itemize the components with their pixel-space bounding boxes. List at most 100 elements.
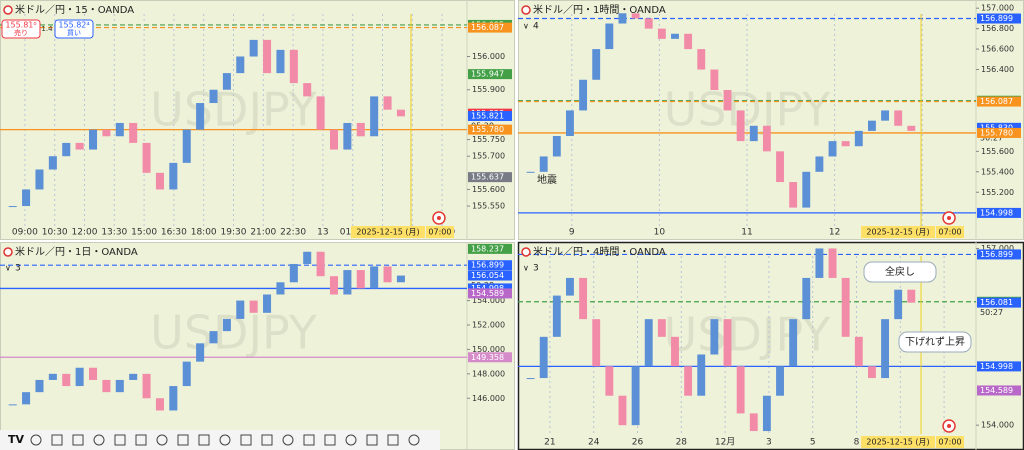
tool-icon[interactable] bbox=[366, 434, 378, 446]
price-label: 155.637 bbox=[471, 173, 504, 182]
y-tick-label: 155.550 bbox=[472, 202, 505, 211]
candle bbox=[209, 89, 218, 104]
candle bbox=[169, 386, 178, 411]
tool-icon[interactable] bbox=[387, 434, 399, 446]
price-label-bg bbox=[977, 361, 1021, 372]
x-tick-label: 13:30 bbox=[101, 228, 127, 238]
tool-icon[interactable] bbox=[93, 434, 105, 446]
candle bbox=[8, 404, 17, 406]
candle bbox=[343, 122, 352, 150]
candle bbox=[723, 319, 732, 367]
sell-box[interactable] bbox=[1, 19, 41, 39]
candle bbox=[182, 361, 191, 387]
candle bbox=[841, 141, 850, 147]
candle bbox=[815, 156, 824, 172]
event-dot bbox=[947, 216, 952, 220]
chart-title: 米ドル／円・1日・OANDA bbox=[15, 245, 138, 258]
candle bbox=[196, 103, 205, 130]
tool-icon[interactable] bbox=[51, 434, 63, 446]
y-tick-label: 156.400 bbox=[981, 65, 1014, 74]
x-tick-label: 12 bbox=[829, 228, 840, 238]
symbol-icon bbox=[521, 247, 531, 257]
candle bbox=[356, 122, 365, 137]
tool-icon[interactable] bbox=[72, 434, 84, 446]
candle bbox=[115, 379, 124, 393]
candle bbox=[343, 270, 352, 295]
y-tick-label: 152.000 bbox=[472, 321, 505, 330]
candle bbox=[828, 248, 837, 278]
y-tick-label: 155.400 bbox=[981, 167, 1014, 176]
cursor-date: 2025-12-15 (月) bbox=[356, 228, 419, 237]
symbol-icon bbox=[3, 5, 13, 15]
candle bbox=[605, 366, 614, 396]
candle bbox=[249, 39, 258, 57]
price-label: 156.899 bbox=[471, 261, 504, 270]
candle bbox=[396, 275, 405, 283]
price-label-bg bbox=[977, 122, 1021, 133]
tool-icon[interactable] bbox=[240, 434, 252, 446]
cursor-time: 07:00 bbox=[428, 228, 451, 237]
candle bbox=[316, 251, 325, 277]
callout-box bbox=[863, 261, 937, 283]
price-label-bg bbox=[468, 352, 512, 363]
price-label-bg bbox=[468, 260, 512, 271]
candle bbox=[907, 125, 916, 131]
tool-icon[interactable] bbox=[303, 434, 315, 446]
candle bbox=[329, 129, 339, 150]
price-label: 156.899 bbox=[980, 14, 1013, 23]
buy-box[interactable] bbox=[54, 19, 94, 39]
tool-icon[interactable] bbox=[135, 434, 147, 446]
cursor-date-bg bbox=[350, 226, 425, 238]
x-tick-label: 22:30 bbox=[280, 228, 306, 238]
x-tick-label: 12:00 bbox=[72, 228, 98, 238]
tool-icon[interactable] bbox=[345, 434, 357, 446]
candle bbox=[736, 366, 745, 414]
x-tick-label: 5 bbox=[810, 438, 816, 448]
candle bbox=[115, 122, 124, 137]
candle bbox=[631, 366, 640, 426]
candle bbox=[129, 373, 138, 380]
tool-icon[interactable] bbox=[30, 434, 42, 446]
tool-icon[interactable] bbox=[177, 434, 189, 446]
buy-price: 155.82⁴ bbox=[58, 21, 89, 30]
event-dot bbox=[436, 216, 441, 220]
tool-icon[interactable] bbox=[114, 434, 126, 446]
candle bbox=[142, 373, 151, 399]
tool-icon[interactable] bbox=[261, 434, 273, 446]
y-tick-label: 154.000 bbox=[472, 296, 505, 305]
spread: 1.4 bbox=[41, 25, 53, 33]
candle bbox=[776, 366, 784, 396]
candle bbox=[276, 282, 285, 295]
y-tick-label: 157.000 bbox=[981, 244, 1014, 253]
candle bbox=[684, 366, 693, 396]
price-label-bg bbox=[468, 110, 512, 121]
logo: TV bbox=[8, 433, 25, 446]
tool-icon[interactable] bbox=[219, 434, 231, 446]
candle bbox=[671, 33, 679, 39]
cursor-date: 2025-12-15 (月) bbox=[866, 438, 929, 447]
tool-icon[interactable] bbox=[156, 434, 168, 446]
y-tick-label: 157.000 bbox=[981, 4, 1014, 13]
candle bbox=[196, 343, 205, 362]
tool-icon[interactable] bbox=[324, 434, 336, 446]
candle bbox=[762, 395, 771, 432]
candle bbox=[62, 373, 71, 387]
candle bbox=[776, 151, 784, 183]
candle bbox=[35, 169, 44, 190]
indicator-count: 4 bbox=[533, 22, 539, 32]
candle bbox=[881, 110, 889, 121]
tool-icon[interactable] bbox=[282, 434, 294, 446]
tool-icon[interactable] bbox=[198, 434, 210, 446]
price-label-bg bbox=[468, 270, 512, 281]
x-tick-label: 18:00 bbox=[191, 228, 217, 238]
indicator-count: 3 bbox=[15, 264, 21, 274]
candle bbox=[592, 319, 601, 367]
price-label: 155.780 bbox=[471, 125, 504, 134]
cursor-date: 2025-12-15 (月) bbox=[866, 228, 929, 237]
candle bbox=[142, 142, 151, 173]
candle bbox=[907, 289, 916, 303]
candle bbox=[631, 13, 640, 19]
tool-icon[interactable] bbox=[408, 434, 420, 446]
y-tick-label: 148.000 bbox=[472, 369, 505, 378]
x-tick-label: 12月 bbox=[715, 437, 735, 448]
